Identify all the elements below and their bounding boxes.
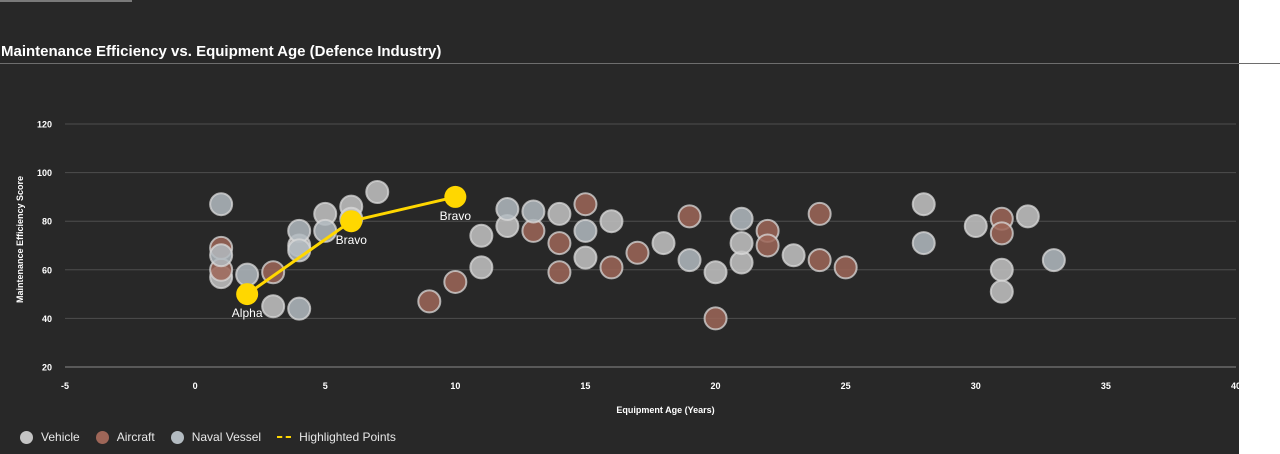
legend-dash-highlight	[277, 436, 292, 438]
highlight-layer: Alpha Bravo Bravo	[232, 185, 472, 320]
point-naval-vessel-11	[729, 206, 754, 231]
point-naval-vessel-13	[1041, 248, 1066, 273]
point-naval-vessel-10	[677, 248, 702, 273]
x-axis-label: Equipment Age (Years)	[616, 405, 714, 415]
point-naval-vessel-9	[573, 218, 598, 243]
point-aircraft-12	[703, 306, 728, 331]
point-aircraft-2	[261, 260, 286, 285]
highlight-label-2: Bravo	[440, 209, 472, 223]
point-aircraft-10	[625, 240, 650, 265]
point-vehicle-7	[469, 223, 494, 248]
legend-item-highlighted-points[interactable]: Highlighted Points	[277, 430, 396, 444]
point-vehicle-11	[573, 245, 598, 270]
legend-label-aircraft: Aircraft	[116, 430, 155, 444]
point-vehicle-19	[963, 214, 988, 239]
point-vehicle-21	[989, 279, 1014, 304]
data-points	[209, 180, 1066, 331]
point-vehicle-13	[651, 231, 676, 256]
point-aircraft-17	[833, 255, 858, 280]
point-aircraft-16	[807, 248, 832, 273]
x-tick-5: 5	[323, 381, 328, 391]
legend-item-naval-vessel[interactable]: Naval Vessel	[170, 430, 262, 444]
highlight-point-1	[340, 210, 363, 233]
x-tick-30: 30	[971, 381, 981, 391]
chart-title: Maintenance Efficiency vs. Equipment Age…	[1, 43, 442, 60]
point-vehicle-20	[989, 257, 1014, 282]
y-tick-labels: 20 40 60 80 100 120	[37, 120, 52, 373]
x-tick-40: 40	[1231, 381, 1239, 391]
point-vehicle-22	[1015, 204, 1040, 229]
x-tick--5: -5	[61, 381, 69, 391]
point-naval-vessel-8	[521, 199, 546, 224]
x-tick-15: 15	[580, 381, 590, 391]
legend-label-highlighted-points: Highlighted Points	[299, 430, 396, 444]
point-aircraft-14	[755, 233, 780, 258]
highlight-point-2	[444, 185, 467, 208]
x-tick-10: 10	[450, 381, 460, 391]
point-vehicle-6	[365, 180, 390, 205]
legend: Vehicle Aircraft Naval Vessel Highlighte…	[20, 430, 412, 444]
legend-label-vehicle: Vehicle	[41, 430, 80, 444]
x-tick-labels: -5 0 5 10 15 20 25 30 35 40	[61, 381, 1239, 391]
point-aircraft-19	[989, 221, 1014, 246]
legend-swatch-vehicle	[20, 430, 33, 444]
x-tick-20: 20	[711, 381, 721, 391]
title-divider	[0, 63, 1280, 64]
y-tick-40: 40	[42, 314, 52, 324]
x-tick-35: 35	[1101, 381, 1111, 391]
point-aircraft-7	[547, 260, 572, 285]
grid-lines	[65, 123, 1236, 368]
scatter-plot: 20 40 60 80 100 120 -5 0 5 10 15 20 25 30 35 40 Alpha B…	[15, 120, 1239, 416]
point-vehicle-10	[547, 201, 572, 226]
highlight-label-1: Bravo	[336, 233, 368, 247]
y-tick-20: 20	[42, 363, 52, 373]
point-vehicle-1	[261, 294, 286, 319]
point-naval-vessel-12	[911, 231, 936, 256]
point-vehicle-14	[703, 260, 728, 285]
y-tick-80: 80	[42, 217, 52, 227]
y-tick-60: 60	[42, 265, 52, 275]
legend-swatch-naval-vessel	[170, 430, 184, 444]
point-vehicle-16	[729, 231, 754, 256]
x-tick-0: 0	[193, 381, 198, 391]
legend-swatch-aircraft	[95, 430, 109, 444]
y-tick-120: 120	[37, 120, 52, 130]
point-aircraft-3	[417, 289, 442, 314]
point-vehicle-17	[781, 243, 806, 268]
point-vehicle-8	[469, 255, 494, 280]
point-naval-vessel-1	[209, 243, 234, 268]
legend-item-aircraft[interactable]: Aircraft	[95, 430, 155, 444]
point-naval-vessel-5	[287, 296, 312, 321]
point-naval-vessel-2	[235, 262, 260, 287]
y-tick-100: 100	[37, 168, 52, 178]
point-aircraft-9	[599, 255, 624, 280]
y-axis-label: Maintenance Efficiency Score	[15, 176, 25, 303]
point-aircraft-6	[547, 231, 572, 256]
point-aircraft-8	[573, 192, 598, 217]
point-vehicle-12	[599, 209, 624, 234]
legend-label-naval-vessel: Naval Vessel	[191, 430, 262, 444]
point-aircraft-4	[443, 269, 468, 294]
point-vehicle-18	[911, 192, 936, 217]
point-naval-vessel-0	[209, 192, 234, 217]
top-tab-indicator[interactable]	[0, 0, 132, 2]
point-naval-vessel-7	[495, 197, 520, 222]
point-aircraft-15	[807, 201, 832, 226]
legend-item-vehicle[interactable]: Vehicle	[20, 430, 80, 444]
highlight-label-0: Alpha	[232, 306, 263, 320]
highlight-point-0	[236, 283, 259, 306]
x-tick-25: 25	[841, 381, 851, 391]
point-aircraft-11	[677, 204, 702, 229]
